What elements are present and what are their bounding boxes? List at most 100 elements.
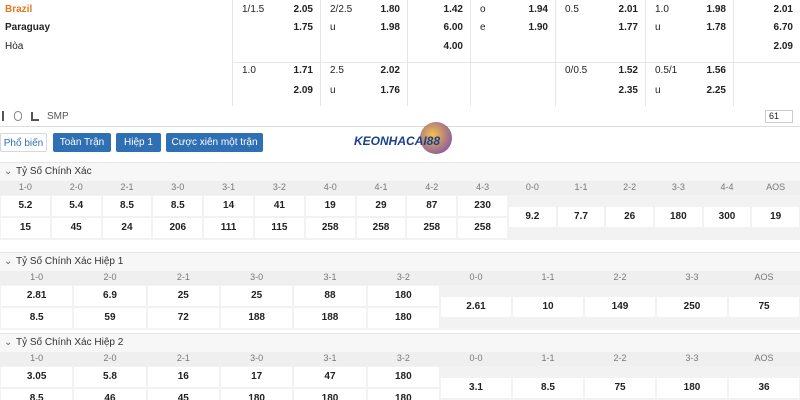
- odds-cell[interactable]: 2.81: [1, 286, 73, 306]
- section-caret: ⌄: [4, 337, 13, 348]
- odds-cell[interactable]: 258: [305, 218, 355, 238]
- toolbar-icon[interactable]: [2, 111, 7, 121]
- odds-label: 0.5/1: [655, 65, 678, 76]
- odds-cell[interactable]: 19: [752, 207, 799, 227]
- odds-cell[interactable]: 111: [204, 218, 253, 238]
- tab[interactable]: Cược xiên một trận: [166, 133, 263, 152]
- odds-cell[interactable]: 5.8: [74, 367, 146, 387]
- odds-value[interactable]: 1.94: [528, 4, 548, 15]
- odds-cell[interactable]: 45: [51, 218, 101, 238]
- odds-cell[interactable]: 5.4: [51, 196, 101, 216]
- odds-cell[interactable]: 29: [356, 196, 406, 216]
- odds-cell[interactable]: 75: [729, 297, 799, 317]
- odds-cell[interactable]: 206: [153, 218, 203, 238]
- odds-cell[interactable]: 2.61: [441, 297, 511, 317]
- odds-cell[interactable]: 8.5: [513, 378, 583, 398]
- odds-value[interactable]: 1.52: [618, 65, 638, 76]
- tab[interactable]: Toàn Trận: [53, 133, 111, 152]
- odds-cell[interactable]: 8.5: [102, 196, 152, 216]
- odds-cell[interactable]: 258: [356, 218, 406, 238]
- odds-cell[interactable]: 188: [221, 308, 293, 328]
- odds-value[interactable]: 1.90: [528, 22, 548, 33]
- odds-cell[interactable]: 115: [255, 218, 304, 238]
- odds-value[interactable]: 2.09: [293, 85, 313, 96]
- odds-cell[interactable]: 47: [294, 367, 366, 387]
- odds-cell[interactable]: 87: [407, 196, 457, 216]
- odds-cell[interactable]: 24: [102, 218, 152, 238]
- odds-value[interactable]: 2.09: [773, 41, 793, 52]
- odds-cell[interactable]: 9.2: [509, 207, 556, 227]
- odds-cell[interactable]: 16: [147, 367, 219, 387]
- odds-value[interactable]: 1.98: [380, 22, 400, 33]
- odds-value[interactable]: 2.02: [380, 65, 400, 76]
- odds-cell[interactable]: 10: [513, 297, 583, 317]
- odds-value[interactable]: 2.25: [706, 85, 726, 96]
- odds-cell[interactable]: 180: [655, 207, 702, 227]
- odds-value[interactable]: 1.77: [618, 22, 638, 33]
- odds-cell[interactable]: 72: [147, 308, 219, 328]
- odds-value[interactable]: 6.00: [443, 22, 463, 33]
- odds-cell[interactable]: 300: [703, 207, 751, 227]
- col-header: 3-1: [222, 182, 236, 192]
- odds-cell[interactable]: 180: [367, 389, 439, 400]
- odds-cell[interactable]: 75: [585, 378, 655, 398]
- tab[interactable]: Phổ biến: [0, 133, 47, 152]
- odds-cell[interactable]: 59: [74, 308, 146, 328]
- odds-cell[interactable]: 258: [407, 218, 457, 238]
- odds-cell[interactable]: 25: [147, 286, 219, 306]
- odds-value[interactable]: 2.01: [773, 4, 793, 15]
- odds-cell[interactable]: 26: [606, 207, 653, 227]
- odds-cell[interactable]: 180: [657, 378, 727, 398]
- odds-cell[interactable]: 8.5: [153, 196, 203, 216]
- odds-cell[interactable]: 19: [305, 196, 355, 216]
- odds-value[interactable]: 1.80: [380, 4, 400, 15]
- odds-value[interactable]: 2.05: [293, 4, 313, 15]
- odds-cell[interactable]: 7.7: [557, 207, 605, 227]
- col-divider: [733, 0, 734, 106]
- odds-cell[interactable]: 180: [367, 308, 439, 328]
- odds-value[interactable]: 1.78: [706, 22, 726, 33]
- odds-value[interactable]: 1.76: [380, 85, 400, 96]
- odds-cell[interactable]: 180: [221, 389, 293, 400]
- odds-cell[interactable]: 250: [657, 297, 727, 317]
- odds-cell[interactable]: 41: [255, 196, 304, 216]
- odds-cell[interactable]: 5.2: [1, 196, 50, 216]
- odds-cell[interactable]: 8.5: [1, 308, 73, 328]
- odds-cell[interactable]: 149: [585, 297, 655, 317]
- odds-value[interactable]: 1.56: [706, 65, 726, 76]
- odds-cell[interactable]: 180: [367, 286, 439, 306]
- odds-cell[interactable]: 230: [458, 196, 507, 216]
- odds-value[interactable]: 2.01: [618, 4, 638, 15]
- odds-cell[interactable]: 17: [221, 367, 293, 387]
- odds-cell[interactable]: 45: [147, 389, 219, 400]
- count-select[interactable]: 61: [765, 110, 793, 123]
- odds-label: 0/0.5: [565, 65, 588, 76]
- toolbar-icon[interactable]: [31, 112, 39, 121]
- odds-value[interactable]: 6.70: [773, 22, 793, 33]
- odds-cell[interactable]: 188: [294, 308, 366, 328]
- odds-cell[interactable]: 36: [729, 378, 799, 398]
- odds-cell[interactable]: 3.1: [441, 378, 511, 398]
- odds-cell[interactable]: 180: [367, 367, 439, 387]
- odds-cell[interactable]: 25: [221, 286, 293, 306]
- odds-value[interactable]: 1.42: [443, 4, 463, 15]
- odds-value[interactable]: 1.98: [706, 4, 726, 15]
- toolbar-label[interactable]: SMP: [47, 111, 69, 122]
- odds-cell[interactable]: 15: [1, 218, 50, 238]
- odds-value[interactable]: 2.35: [618, 85, 638, 96]
- odds-value[interactable]: 1.75: [293, 22, 313, 33]
- odds-cell[interactable]: 46: [74, 389, 146, 400]
- odds-cell[interactable]: 88: [294, 286, 366, 306]
- odds-cell[interactable]: 258: [458, 218, 507, 238]
- odds-cell[interactable]: 6.9: [74, 286, 146, 306]
- tab[interactable]: Hiệp 1: [116, 133, 161, 152]
- odds-cell[interactable]: 8.5: [1, 389, 73, 400]
- col-header: 2-0: [69, 182, 83, 192]
- toolbar-icon[interactable]: [14, 111, 22, 121]
- odds-cell[interactable]: 14: [204, 196, 253, 216]
- section-title: Tỷ Số Chính Xác Hiệp 2: [16, 337, 124, 348]
- odds-value[interactable]: 4.00: [443, 41, 463, 52]
- odds-cell[interactable]: 3.05: [1, 367, 73, 387]
- odds-cell[interactable]: 180: [294, 389, 366, 400]
- odds-value[interactable]: 1.71: [293, 65, 313, 76]
